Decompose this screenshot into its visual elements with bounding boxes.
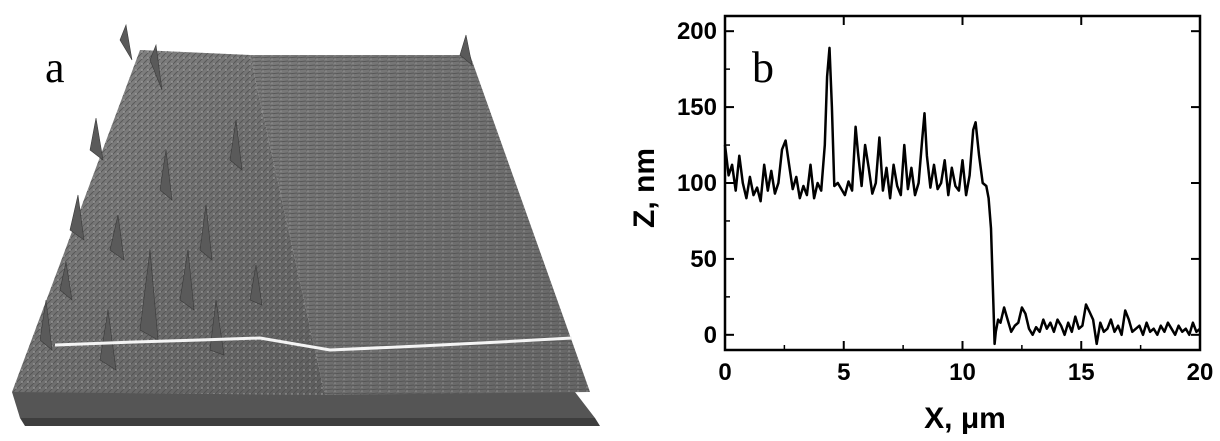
series-group (723, 46, 1201, 346)
panel-b-letter: b (752, 43, 774, 92)
y-axis-label: Z, nm (628, 148, 661, 228)
x-tick-label: 15 (1068, 359, 1095, 386)
afm-spikes (39, 23, 473, 371)
y-tick-label: 50 (690, 246, 717, 273)
x-tick-label: 5 (837, 359, 850, 386)
y-tick-label: 0 (704, 322, 717, 349)
y-tick-label: 200 (677, 18, 717, 45)
panel-a-letter: a (45, 43, 65, 92)
afm-base-slab (12, 392, 595, 418)
profile-chart-panel: 0 5 10 15 20 0 50 100 150 200 b X, μm Z, nm (610, 0, 1220, 436)
x-axis-label: X, μm (924, 402, 1006, 435)
y-tick-label: 150 (677, 94, 717, 121)
afm-surface-image: a (12, 23, 600, 426)
x-tick-label: 0 (718, 359, 731, 386)
x-tick-label: 10 (949, 359, 976, 386)
x-tick-label: 20 (1187, 359, 1214, 386)
profile-series-line (723, 46, 1201, 346)
afm-3d-image-panel: a (0, 0, 610, 436)
y-tick-label: 100 (677, 170, 717, 197)
afm-scan-line (54, 336, 573, 352)
